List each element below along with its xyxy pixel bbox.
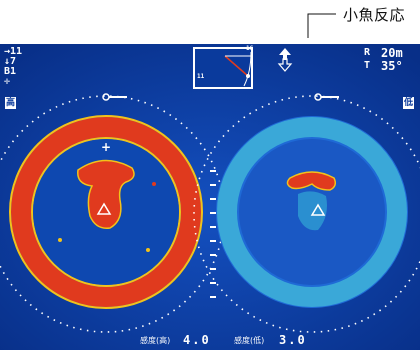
right-fish-echo (286, 171, 337, 191)
transducer-up-arrow-icon (279, 48, 291, 60)
center-depth-ticks (210, 170, 216, 298)
tilt-label: T (364, 60, 371, 71)
right-bearing-marker-icon (314, 93, 339, 101)
sonar-screen: + (0, 44, 420, 350)
tilt-indicator (193, 47, 253, 89)
sensitivity-high-label: 感度(高) (140, 336, 171, 345)
left-fish-echo (77, 159, 135, 229)
left-boat-marker (96, 202, 112, 215)
sensitivity-high-value: 4.0 (183, 333, 211, 347)
sonar-display: + (0, 44, 420, 350)
left-bearing-marker-icon (102, 93, 127, 101)
range-label: R (364, 47, 371, 58)
left-mode-badge: 高 (5, 97, 16, 109)
right-sonar-view (193, 95, 420, 333)
callout-label: 小魚反応 (343, 6, 406, 24)
left-echo-ring (11, 117, 201, 307)
right-boat-marker (310, 203, 326, 216)
right-mode-badge: 低 (403, 97, 414, 109)
left-sonar-view: + (0, 95, 225, 333)
transducer-down-arrow-icon (277, 58, 293, 72)
status-line-4: ✛ (4, 76, 11, 87)
sensitivity-low-value: 3.0 (279, 333, 307, 347)
tilt-top-value: 16 (246, 45, 254, 52)
status-line-2: ↓7 (4, 56, 17, 67)
status-line-3: B1 (4, 66, 17, 77)
status-line-1: →11 (4, 46, 23, 57)
sensitivity-low-label: 感度(低) (234, 336, 265, 345)
left-cross-marker: + (101, 140, 111, 154)
tilt-value: 35° (381, 59, 403, 73)
tilt-left-value: 11 (197, 73, 205, 80)
range-value: 20m (381, 46, 403, 60)
callout-leader-line (307, 13, 336, 38)
